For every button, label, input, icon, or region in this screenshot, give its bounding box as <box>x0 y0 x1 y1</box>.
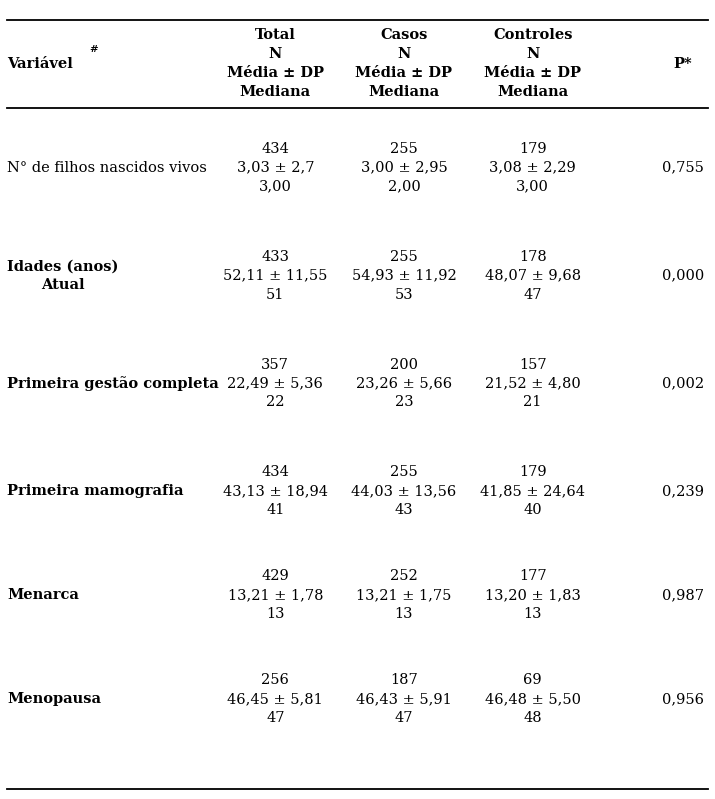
Text: 252
13,21 ± 1,75
13: 252 13,21 ± 1,75 13 <box>356 570 452 621</box>
Text: 434
43,13 ± 18,94
41: 434 43,13 ± 18,94 41 <box>223 466 327 517</box>
Text: Total
N
Média ± DP
Mediana: Total N Média ± DP Mediana <box>227 29 324 99</box>
Text: Variável: Variável <box>7 57 73 71</box>
Text: N° de filhos nascidos vivos: N° de filhos nascidos vivos <box>7 161 207 175</box>
Text: Casos
N
Média ± DP
Mediana: Casos N Média ± DP Mediana <box>355 29 453 99</box>
Text: 255
44,03 ± 13,56
43: 255 44,03 ± 13,56 43 <box>351 466 457 517</box>
Text: 0,002: 0,002 <box>662 376 704 391</box>
Text: 0,000: 0,000 <box>661 268 704 283</box>
Text: Primeira mamografia: Primeira mamografia <box>7 484 184 499</box>
Text: #: # <box>89 45 98 54</box>
Text: 177
13,20 ± 1,83
13: 177 13,20 ± 1,83 13 <box>485 570 581 621</box>
Text: 0,239: 0,239 <box>662 484 704 499</box>
Text: Primeira gestão completa: Primeira gestão completa <box>7 376 219 391</box>
Text: 433
52,11 ± 11,55
51: 433 52,11 ± 11,55 51 <box>223 250 327 301</box>
Text: 179
41,85 ± 24,64
40: 179 41,85 ± 24,64 40 <box>480 466 585 517</box>
Text: 0,987: 0,987 <box>662 588 704 602</box>
Text: 178
48,07 ± 9,68
47: 178 48,07 ± 9,68 47 <box>485 250 581 301</box>
Text: Idades (anos)
Atual: Idades (anos) Atual <box>7 260 119 292</box>
Text: 157
21,52 ± 4,80
21: 157 21,52 ± 4,80 21 <box>485 358 581 409</box>
Text: Menarca: Menarca <box>7 588 79 602</box>
Text: 0,755: 0,755 <box>662 161 704 175</box>
Text: 0,956: 0,956 <box>662 692 704 706</box>
Text: Controles
N
Média ± DP
Mediana: Controles N Média ± DP Mediana <box>484 29 581 99</box>
Text: Menopausa: Menopausa <box>7 692 101 706</box>
Text: 255
54,93 ± 11,92
53: 255 54,93 ± 11,92 53 <box>352 250 456 301</box>
Text: P*: P* <box>674 57 692 71</box>
Text: 434
3,03 ± 2,7
3,00: 434 3,03 ± 2,7 3,00 <box>237 142 314 193</box>
Text: 179
3,08 ± 2,29
3,00: 179 3,08 ± 2,29 3,00 <box>489 142 576 193</box>
Text: 255
3,00 ± 2,95
2,00: 255 3,00 ± 2,95 2,00 <box>360 142 448 193</box>
Text: 187
46,43 ± 5,91
47: 187 46,43 ± 5,91 47 <box>356 674 452 725</box>
Text: 357
22,49 ± 5,36
22: 357 22,49 ± 5,36 22 <box>227 358 323 409</box>
Text: 429
13,21 ± 1,78
13: 429 13,21 ± 1,78 13 <box>227 570 323 621</box>
Text: 256
46,45 ± 5,81
47: 256 46,45 ± 5,81 47 <box>227 674 323 725</box>
Text: 69
46,48 ± 5,50
48: 69 46,48 ± 5,50 48 <box>485 674 581 725</box>
Text: 200
23,26 ± 5,66
23: 200 23,26 ± 5,66 23 <box>356 358 452 409</box>
